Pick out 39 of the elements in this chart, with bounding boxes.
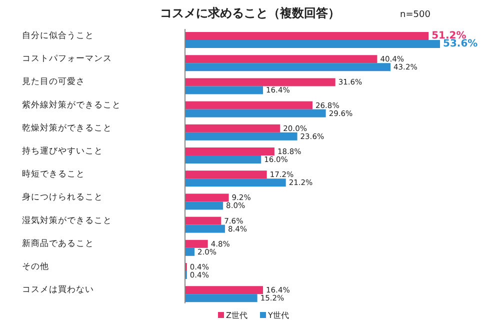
bar [185, 132, 298, 140]
text: n=500 [400, 10, 431, 20]
bar [185, 101, 312, 110]
bar [185, 40, 440, 48]
bar [185, 156, 262, 164]
bar [185, 294, 258, 302]
y-tick-label: 新商品であること [22, 238, 94, 249]
y-tick-label: 時短できること [22, 168, 85, 180]
bar [185, 216, 222, 225]
bar [185, 224, 225, 233]
y-tick-label: 見た目の可愛さ [22, 76, 85, 88]
bar [185, 86, 264, 94]
bar [185, 240, 208, 248]
y-tick-label: 乾燥対策ができること [22, 122, 112, 134]
y-tick-label: 持ち運びやすいこと [22, 146, 103, 156]
bar [185, 178, 286, 187]
y-tick-label: 身につけられること [22, 192, 103, 203]
bar [185, 32, 429, 40]
bar [185, 194, 229, 202]
bar [185, 248, 195, 256]
y-tick-label: 紫外線対策ができること [22, 99, 121, 110]
bar [185, 55, 378, 64]
legend-label: Y世代 [267, 311, 289, 320]
bar [185, 148, 274, 156]
y-tick-label: コスメは買わない [22, 285, 94, 296]
data-label: 53.6% [443, 38, 478, 50]
y-tick-label: その他 [22, 261, 49, 272]
y-tick-label: 湿気対策ができること [22, 214, 112, 226]
bar [185, 109, 326, 118]
legend-label: Z世代 [226, 311, 248, 320]
chart-title: コスメに求めること（複数回答） [160, 6, 340, 20]
bar [185, 78, 336, 86]
y-tick-label: コストパフォーマンス [22, 54, 112, 64]
bar [185, 124, 280, 132]
bar [185, 170, 267, 179]
y-tick-label: 自分に似合うこと [22, 30, 94, 41]
bar [185, 202, 224, 210]
bar [185, 286, 264, 294]
bar [185, 63, 391, 72]
